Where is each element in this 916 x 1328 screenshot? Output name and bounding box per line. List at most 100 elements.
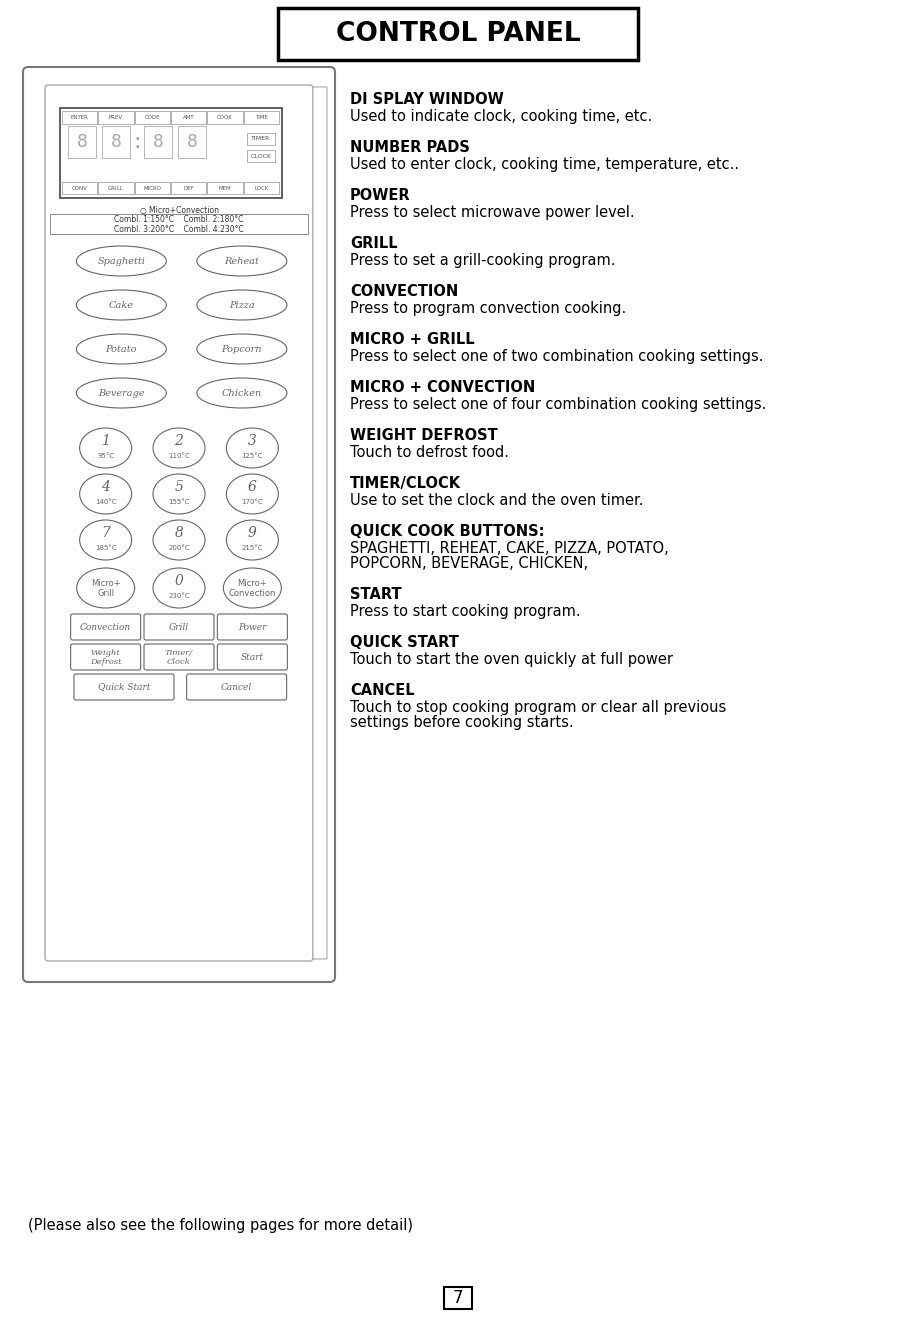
Text: Beverage: Beverage [98, 389, 145, 397]
Text: PREV: PREV [109, 116, 123, 120]
Text: DI SPLAY WINDOW: DI SPLAY WINDOW [350, 92, 504, 108]
FancyBboxPatch shape [144, 644, 214, 671]
FancyBboxPatch shape [144, 614, 214, 640]
Text: POWER: POWER [350, 189, 410, 203]
Text: QUICK START: QUICK START [350, 635, 459, 649]
Text: DEF: DEF [183, 186, 194, 190]
Text: Start: Start [241, 652, 264, 661]
FancyBboxPatch shape [278, 8, 638, 60]
Text: Convection: Convection [80, 623, 131, 632]
FancyBboxPatch shape [244, 112, 279, 124]
Text: MEM: MEM [219, 186, 232, 190]
Text: Cake: Cake [109, 300, 134, 309]
Text: 8: 8 [187, 133, 198, 151]
Text: 7: 7 [453, 1289, 463, 1307]
Text: 170°C: 170°C [242, 499, 263, 505]
Text: 6: 6 [248, 479, 256, 494]
Text: Press to select one of four combination cooking settings.: Press to select one of four combination … [350, 397, 767, 412]
Text: 3: 3 [248, 434, 256, 448]
FancyBboxPatch shape [135, 112, 170, 124]
Text: NUMBER PADS: NUMBER PADS [350, 139, 470, 155]
Text: 215°C: 215°C [242, 544, 263, 551]
FancyBboxPatch shape [71, 644, 141, 671]
Text: Chicken: Chicken [222, 389, 262, 397]
Text: CANCEL: CANCEL [350, 683, 415, 699]
FancyBboxPatch shape [144, 126, 172, 158]
Text: Press to set a grill-cooking program.: Press to set a grill-cooking program. [350, 254, 616, 268]
Ellipse shape [77, 568, 135, 608]
Text: 8: 8 [175, 526, 183, 540]
Ellipse shape [197, 335, 287, 364]
Text: Power: Power [238, 623, 267, 632]
Text: 95°C: 95°C [97, 453, 114, 459]
Text: CONTROL PANEL: CONTROL PANEL [335, 21, 581, 46]
Text: 9: 9 [248, 526, 256, 540]
Ellipse shape [197, 246, 287, 276]
Text: GRILL: GRILL [108, 186, 124, 190]
Ellipse shape [153, 568, 205, 608]
FancyBboxPatch shape [62, 182, 97, 194]
Text: 155°C: 155°C [169, 499, 190, 505]
Text: Press to start cooking program.: Press to start cooking program. [350, 604, 581, 619]
Ellipse shape [226, 474, 278, 514]
FancyBboxPatch shape [207, 182, 243, 194]
Text: AMT: AMT [183, 116, 194, 120]
FancyBboxPatch shape [171, 112, 206, 124]
Text: :: : [133, 131, 141, 151]
Text: Use to set the clock and the oven timer.: Use to set the clock and the oven timer. [350, 493, 644, 509]
FancyBboxPatch shape [313, 88, 327, 959]
Ellipse shape [226, 428, 278, 467]
Text: ○ Micro+Convection: ○ Micro+Convection [139, 206, 219, 215]
Text: Touch to start the oven quickly at full power: Touch to start the oven quickly at full … [350, 652, 673, 667]
Text: CONVECTION: CONVECTION [350, 284, 458, 299]
Text: Weight: Weight [91, 649, 121, 657]
Text: Touch to stop cooking program or clear all previous: Touch to stop cooking program or clear a… [350, 700, 726, 714]
Text: Press to program convection cooking.: Press to program convection cooking. [350, 301, 627, 316]
Text: 140°C: 140°C [95, 499, 116, 505]
Ellipse shape [80, 428, 132, 467]
Text: SPAGHETTI, REHEAT, CAKE, PIZZA, POTATO,: SPAGHETTI, REHEAT, CAKE, PIZZA, POTATO, [350, 540, 669, 556]
FancyBboxPatch shape [178, 126, 206, 158]
FancyBboxPatch shape [68, 126, 96, 158]
Text: TIMER/CLOCK: TIMER/CLOCK [350, 475, 461, 491]
Text: TIMER: TIMER [251, 137, 270, 142]
Text: ENTER: ENTER [71, 116, 89, 120]
Ellipse shape [76, 335, 167, 364]
FancyBboxPatch shape [98, 182, 134, 194]
Text: Popcorn: Popcorn [222, 344, 262, 353]
FancyBboxPatch shape [74, 675, 174, 700]
Text: (Please also see the following pages for more detail): (Please also see the following pages for… [28, 1218, 413, 1232]
FancyBboxPatch shape [23, 66, 335, 981]
FancyBboxPatch shape [135, 182, 170, 194]
Text: Convection: Convection [229, 590, 276, 599]
Ellipse shape [80, 474, 132, 514]
Text: Quick Start: Quick Start [98, 683, 150, 692]
Text: WEIGHT DEFROST: WEIGHT DEFROST [350, 428, 497, 444]
Text: Combl. 1:150°C    Combl. 2:180°C: Combl. 1:150°C Combl. 2:180°C [114, 215, 244, 224]
Ellipse shape [224, 568, 281, 608]
Text: Combl. 3:200°C    Combl. 4:230°C: Combl. 3:200°C Combl. 4:230°C [114, 224, 244, 234]
FancyBboxPatch shape [98, 112, 134, 124]
FancyBboxPatch shape [247, 150, 275, 162]
Text: Micro+: Micro+ [237, 579, 267, 587]
Text: 230°C: 230°C [169, 594, 190, 599]
Text: CODE: CODE [145, 116, 160, 120]
Text: QUICK COOK BUTTONS:: QUICK COOK BUTTONS: [350, 525, 544, 539]
Text: 200°C: 200°C [169, 544, 190, 551]
Text: Grill: Grill [97, 590, 114, 599]
Text: Reheat: Reheat [224, 256, 259, 266]
Text: 8: 8 [153, 133, 163, 151]
Text: Defrost: Defrost [90, 657, 122, 667]
FancyBboxPatch shape [217, 644, 288, 671]
FancyBboxPatch shape [62, 112, 97, 124]
Text: 110°C: 110°C [169, 453, 190, 459]
Text: Grill: Grill [169, 623, 189, 632]
Text: Micro+: Micro+ [91, 579, 120, 587]
Text: MICRO + GRILL: MICRO + GRILL [350, 332, 474, 347]
FancyBboxPatch shape [247, 133, 275, 145]
Ellipse shape [153, 521, 205, 560]
FancyBboxPatch shape [71, 614, 141, 640]
Text: 5: 5 [175, 479, 183, 494]
FancyBboxPatch shape [102, 126, 130, 158]
Ellipse shape [76, 290, 167, 320]
